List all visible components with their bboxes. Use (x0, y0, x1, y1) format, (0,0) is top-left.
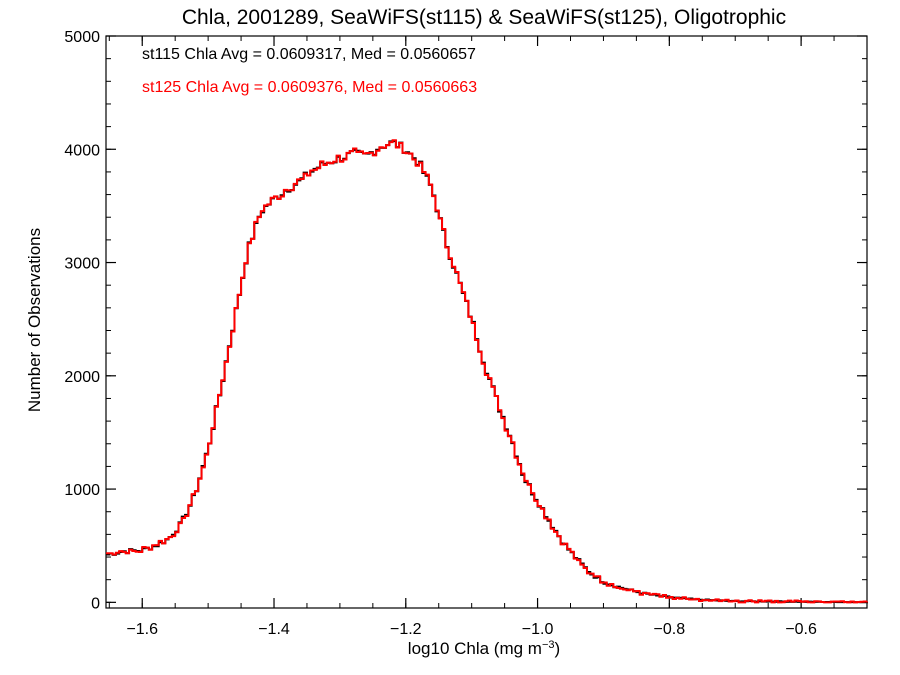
y-tick-label: 1000 (64, 482, 100, 499)
series-layer (106, 139, 868, 604)
y-axis-label: Number of Observations (25, 228, 44, 412)
plot-frame (105, 35, 868, 609)
y-tick-label: 3000 (64, 256, 100, 273)
y-axis-ticks: 0 1000 2000 3000 4000 5000 (64, 29, 867, 612)
series-line-st125 (106, 139, 868, 604)
annotation-st115: st115 Chla Avg = 0.0609317, Med = 0.0560… (142, 46, 476, 63)
x-axis-label: log10 Chla (mg m−3) (408, 639, 560, 658)
y-tick-label: 2000 (64, 369, 100, 386)
y-tick-label: 5000 (64, 29, 100, 46)
series-line-st115 (106, 140, 868, 604)
x-tick-label: −1.4 (258, 621, 290, 638)
x-tick-label: −1.2 (390, 621, 422, 638)
x-tick-label: −0.6 (785, 621, 817, 638)
y-tick-label: 4000 (64, 142, 100, 159)
chart-title: Chla, 2001289, SeaWiFS(st115) & SeaWiFS(… (182, 6, 786, 29)
x-tick-label: −1.6 (126, 621, 158, 638)
x-tick-label: −0.8 (654, 621, 686, 638)
y-tick-label: 0 (91, 595, 100, 612)
annotation-st125: st125 Chla Avg = 0.0609376, Med = 0.0560… (142, 79, 477, 96)
x-tick-label: −1.0 (522, 621, 554, 638)
x-axis-ticks: −1.6 −1.4 −1.2 −1.0 −0.8 −0.6 (108, 36, 868, 638)
